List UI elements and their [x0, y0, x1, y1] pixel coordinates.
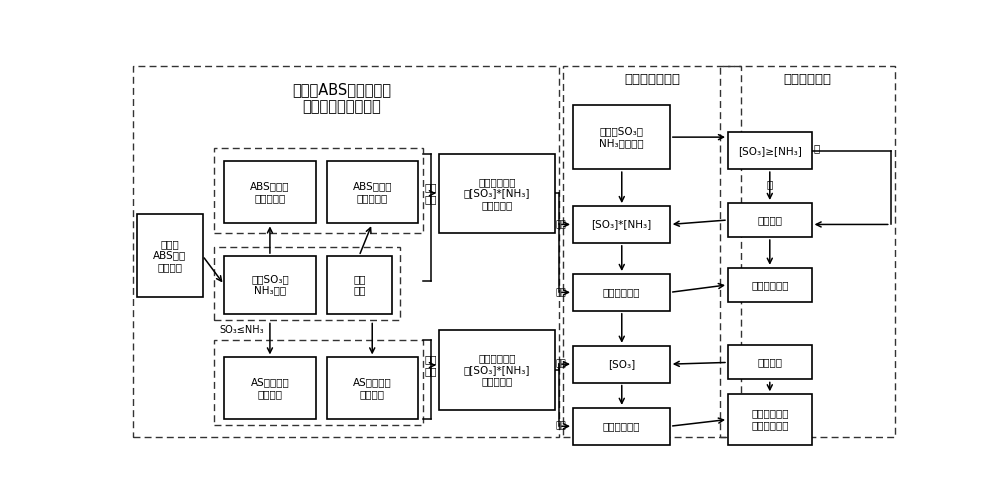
FancyBboxPatch shape	[728, 394, 812, 445]
Text: ABS初始沉
积温度折算: ABS初始沉 积温度折算	[352, 181, 392, 203]
Text: AS初始生成
位置测量: AS初始生成 位置测量	[251, 377, 289, 399]
FancyBboxPatch shape	[573, 274, 670, 311]
Text: [SO₃]≥[NH₃]: [SO₃]≥[NH₃]	[738, 146, 802, 156]
FancyBboxPatch shape	[326, 161, 418, 223]
FancyBboxPatch shape	[728, 132, 812, 169]
Text: [SO₃]: [SO₃]	[608, 359, 635, 369]
Text: 输出: 输出	[555, 288, 566, 297]
FancyBboxPatch shape	[573, 206, 670, 243]
FancyBboxPatch shape	[573, 408, 670, 445]
FancyBboxPatch shape	[573, 346, 670, 383]
Text: 空预器ABS沉积堵塞与
缓解温度数据库建立: 空预器ABS沉积堵塞与 缓解温度数据库建立	[292, 82, 392, 114]
Text: 否: 否	[814, 143, 820, 153]
FancyBboxPatch shape	[439, 154, 555, 233]
FancyBboxPatch shape	[137, 214, 202, 297]
Text: 是: 是	[767, 179, 773, 189]
Text: 高压喷水位置: 高压喷水位置	[751, 280, 789, 290]
FancyBboxPatch shape	[326, 357, 418, 419]
Text: 输入: 输入	[555, 220, 566, 229]
FancyBboxPatch shape	[326, 256, 392, 313]
Text: 输入: 输入	[555, 360, 566, 368]
FancyBboxPatch shape	[728, 203, 812, 237]
FancyBboxPatch shape	[728, 345, 812, 380]
Text: 关联
建立: 关联 建立	[425, 182, 437, 204]
Text: [SO₃]*[NH₃]: [SO₃]*[NH₃]	[591, 219, 652, 229]
Text: 烟气中SO₃与
NH₃浓度测试: 烟气中SO₃与 NH₃浓度测试	[599, 127, 644, 148]
Text: 温度
标定: 温度 标定	[353, 274, 366, 295]
Text: 空预器
ABS沉积
模拟系统: 空预器 ABS沉积 模拟系统	[153, 239, 186, 272]
Text: SO₃≤NH₃: SO₃≤NH₃	[220, 325, 264, 335]
Text: 堵塞起始温度: 堵塞起始温度	[603, 287, 640, 297]
Text: 不同SO₃与
NH₃浓度: 不同SO₃与 NH₃浓度	[251, 274, 289, 295]
FancyBboxPatch shape	[573, 105, 670, 169]
FancyBboxPatch shape	[224, 357, 316, 419]
FancyBboxPatch shape	[439, 330, 555, 410]
Text: 喷水停止位置
喷氨起始位置: 喷水停止位置 喷氨起始位置	[751, 409, 789, 430]
Text: 堵塞起始位置
与[SO₃]*[NH₃]
关联数据库: 堵塞起始位置 与[SO₃]*[NH₃] 关联数据库	[464, 177, 530, 210]
Text: 喷水喷氨调节: 喷水喷氨调节	[783, 73, 831, 86]
Text: AS初始生成
温度折算: AS初始生成 温度折算	[353, 377, 392, 399]
FancyBboxPatch shape	[224, 161, 316, 223]
Text: 堵塞缓解位置
与[SO₃]*[NH₃]
关联数据库: 堵塞缓解位置 与[SO₃]*[NH₃] 关联数据库	[464, 353, 530, 387]
Text: 堵塞缓解温度: 堵塞缓解温度	[603, 421, 640, 431]
Text: ABS初始沉
积位置测量: ABS初始沉 积位置测量	[250, 181, 290, 203]
FancyBboxPatch shape	[224, 256, 316, 313]
Text: 输出: 输出	[555, 422, 566, 431]
Text: 空预器堵塞预测: 空预器堵塞预测	[624, 73, 680, 86]
Text: 喷水喷氨: 喷水喷氨	[757, 357, 782, 367]
FancyBboxPatch shape	[728, 268, 812, 302]
Text: 高压喷水: 高压喷水	[757, 215, 782, 225]
Text: 关联
建立: 关联 建立	[425, 354, 437, 376]
